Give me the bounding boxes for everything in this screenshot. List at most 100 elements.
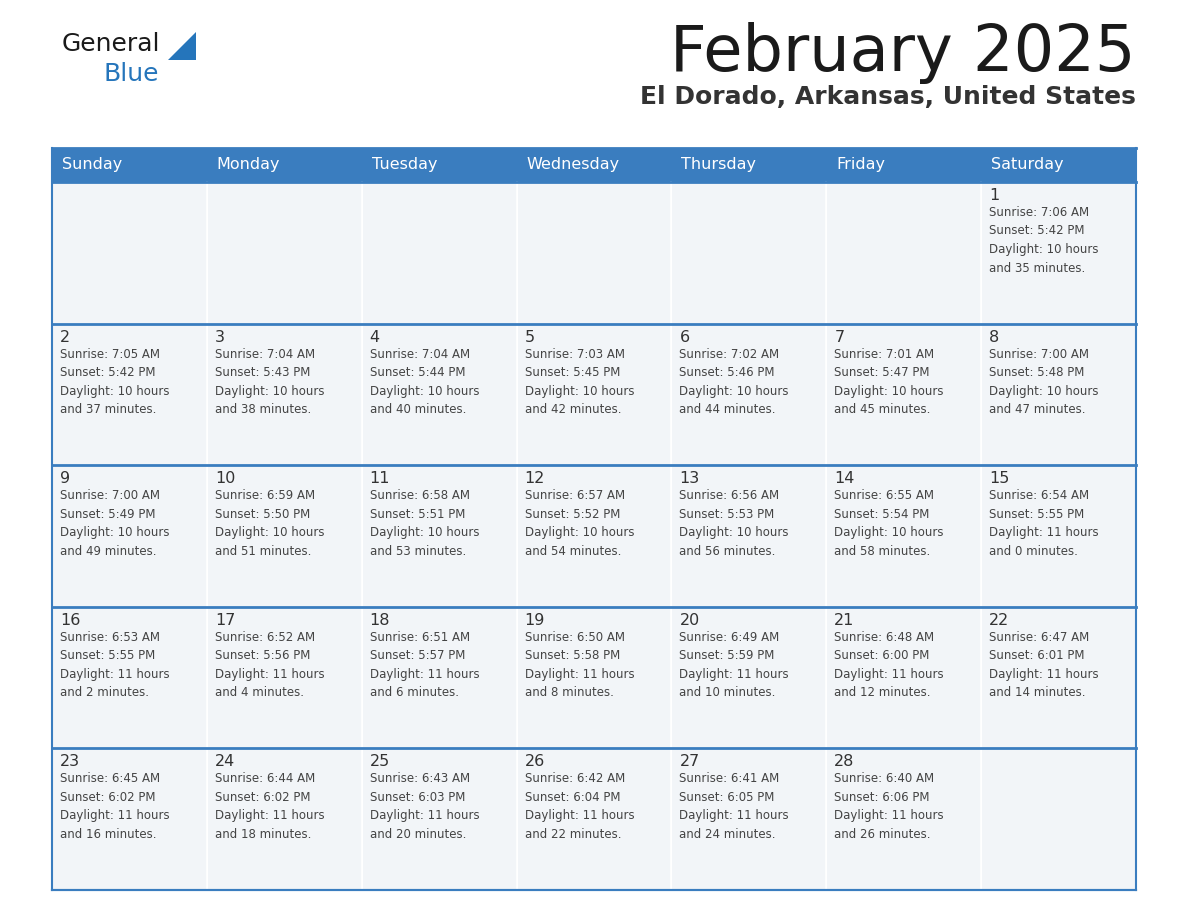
Bar: [52, 324, 207, 465]
Bar: [52, 465, 207, 607]
Text: 1: 1: [990, 188, 999, 203]
Text: Sunrise: 6:49 AM
Sunset: 5:59 PM
Daylight: 11 hours
and 10 minutes.: Sunrise: 6:49 AM Sunset: 5:59 PM Dayligh…: [680, 631, 789, 700]
Text: 4: 4: [369, 330, 380, 344]
Text: Sunrise: 6:48 AM
Sunset: 6:00 PM
Daylight: 11 hours
and 12 minutes.: Sunrise: 6:48 AM Sunset: 6:00 PM Dayligh…: [834, 631, 944, 700]
Bar: [517, 182, 671, 324]
Bar: [207, 182, 361, 324]
Text: Sunrise: 6:41 AM
Sunset: 6:05 PM
Daylight: 11 hours
and 24 minutes.: Sunrise: 6:41 AM Sunset: 6:05 PM Dayligh…: [680, 772, 789, 841]
Text: 8: 8: [990, 330, 999, 344]
Text: 10: 10: [215, 471, 235, 487]
Text: Sunrise: 6:51 AM
Sunset: 5:57 PM
Daylight: 11 hours
and 6 minutes.: Sunrise: 6:51 AM Sunset: 5:57 PM Dayligh…: [369, 631, 479, 700]
Bar: [981, 324, 1136, 465]
Text: 19: 19: [525, 613, 545, 628]
Bar: [827, 324, 981, 465]
Bar: [827, 465, 981, 607]
Bar: [827, 182, 981, 324]
Bar: [671, 748, 827, 890]
Text: 3: 3: [215, 330, 225, 344]
Bar: [671, 465, 827, 607]
Text: Sunrise: 7:01 AM
Sunset: 5:47 PM
Daylight: 10 hours
and 45 minutes.: Sunrise: 7:01 AM Sunset: 5:47 PM Dayligh…: [834, 348, 943, 416]
Bar: [361, 607, 517, 748]
Text: 14: 14: [834, 471, 854, 487]
Bar: [827, 748, 981, 890]
Text: Sunrise: 7:05 AM
Sunset: 5:42 PM
Daylight: 10 hours
and 37 minutes.: Sunrise: 7:05 AM Sunset: 5:42 PM Dayligh…: [61, 348, 170, 416]
Bar: [981, 607, 1136, 748]
Text: 25: 25: [369, 755, 390, 769]
Text: Sunrise: 6:56 AM
Sunset: 5:53 PM
Daylight: 10 hours
and 56 minutes.: Sunrise: 6:56 AM Sunset: 5:53 PM Dayligh…: [680, 489, 789, 558]
Text: Sunrise: 6:59 AM
Sunset: 5:50 PM
Daylight: 10 hours
and 51 minutes.: Sunrise: 6:59 AM Sunset: 5:50 PM Dayligh…: [215, 489, 324, 558]
Text: Saturday: Saturday: [991, 158, 1063, 173]
Text: Sunrise: 7:03 AM
Sunset: 5:45 PM
Daylight: 10 hours
and 42 minutes.: Sunrise: 7:03 AM Sunset: 5:45 PM Dayligh…: [525, 348, 634, 416]
Text: General: General: [62, 32, 160, 56]
Text: 5: 5: [525, 330, 535, 344]
Text: Sunrise: 7:04 AM
Sunset: 5:43 PM
Daylight: 10 hours
and 38 minutes.: Sunrise: 7:04 AM Sunset: 5:43 PM Dayligh…: [215, 348, 324, 416]
Text: 9: 9: [61, 471, 70, 487]
Bar: [827, 607, 981, 748]
Bar: [981, 748, 1136, 890]
Bar: [52, 148, 1136, 182]
Bar: [52, 607, 207, 748]
Text: 24: 24: [215, 755, 235, 769]
Text: 18: 18: [369, 613, 390, 628]
Bar: [517, 607, 671, 748]
Text: Sunrise: 6:58 AM
Sunset: 5:51 PM
Daylight: 10 hours
and 53 minutes.: Sunrise: 6:58 AM Sunset: 5:51 PM Dayligh…: [369, 489, 479, 558]
Text: 21: 21: [834, 613, 854, 628]
Bar: [671, 607, 827, 748]
Text: Sunrise: 6:40 AM
Sunset: 6:06 PM
Daylight: 11 hours
and 26 minutes.: Sunrise: 6:40 AM Sunset: 6:06 PM Dayligh…: [834, 772, 944, 841]
Text: Sunrise: 7:06 AM
Sunset: 5:42 PM
Daylight: 10 hours
and 35 minutes.: Sunrise: 7:06 AM Sunset: 5:42 PM Dayligh…: [990, 206, 1099, 274]
Text: Sunrise: 6:57 AM
Sunset: 5:52 PM
Daylight: 10 hours
and 54 minutes.: Sunrise: 6:57 AM Sunset: 5:52 PM Dayligh…: [525, 489, 634, 558]
Bar: [361, 324, 517, 465]
Text: Sunrise: 6:55 AM
Sunset: 5:54 PM
Daylight: 10 hours
and 58 minutes.: Sunrise: 6:55 AM Sunset: 5:54 PM Dayligh…: [834, 489, 943, 558]
Text: Sunrise: 6:53 AM
Sunset: 5:55 PM
Daylight: 11 hours
and 2 minutes.: Sunrise: 6:53 AM Sunset: 5:55 PM Dayligh…: [61, 631, 170, 700]
Text: February 2025: February 2025: [670, 22, 1136, 84]
Bar: [207, 465, 361, 607]
Bar: [517, 465, 671, 607]
Text: 26: 26: [525, 755, 545, 769]
Bar: [52, 748, 207, 890]
Text: Sunrise: 6:43 AM
Sunset: 6:03 PM
Daylight: 11 hours
and 20 minutes.: Sunrise: 6:43 AM Sunset: 6:03 PM Dayligh…: [369, 772, 479, 841]
Text: 11: 11: [369, 471, 390, 487]
Text: Sunrise: 6:52 AM
Sunset: 5:56 PM
Daylight: 11 hours
and 4 minutes.: Sunrise: 6:52 AM Sunset: 5:56 PM Dayligh…: [215, 631, 324, 700]
Text: 23: 23: [61, 755, 80, 769]
Bar: [981, 465, 1136, 607]
Text: Sunrise: 6:45 AM
Sunset: 6:02 PM
Daylight: 11 hours
and 16 minutes.: Sunrise: 6:45 AM Sunset: 6:02 PM Dayligh…: [61, 772, 170, 841]
Text: Sunrise: 7:00 AM
Sunset: 5:49 PM
Daylight: 10 hours
and 49 minutes.: Sunrise: 7:00 AM Sunset: 5:49 PM Dayligh…: [61, 489, 170, 558]
Text: Thursday: Thursday: [682, 158, 757, 173]
Text: Sunrise: 6:54 AM
Sunset: 5:55 PM
Daylight: 11 hours
and 0 minutes.: Sunrise: 6:54 AM Sunset: 5:55 PM Dayligh…: [990, 489, 1099, 558]
Bar: [207, 324, 361, 465]
Text: 22: 22: [990, 613, 1010, 628]
Bar: [52, 182, 207, 324]
Text: 6: 6: [680, 330, 689, 344]
Bar: [517, 748, 671, 890]
Text: 20: 20: [680, 613, 700, 628]
Text: Friday: Friday: [836, 158, 885, 173]
Text: Sunrise: 6:50 AM
Sunset: 5:58 PM
Daylight: 11 hours
and 8 minutes.: Sunrise: 6:50 AM Sunset: 5:58 PM Dayligh…: [525, 631, 634, 700]
Bar: [361, 182, 517, 324]
Text: Wednesday: Wednesday: [526, 158, 620, 173]
Text: 13: 13: [680, 471, 700, 487]
Text: 15: 15: [990, 471, 1010, 487]
Text: Sunrise: 6:42 AM
Sunset: 6:04 PM
Daylight: 11 hours
and 22 minutes.: Sunrise: 6:42 AM Sunset: 6:04 PM Dayligh…: [525, 772, 634, 841]
Text: 12: 12: [525, 471, 545, 487]
Text: Blue: Blue: [105, 62, 159, 86]
Text: Monday: Monday: [217, 158, 280, 173]
Text: 2: 2: [61, 330, 70, 344]
Text: Sunrise: 6:44 AM
Sunset: 6:02 PM
Daylight: 11 hours
and 18 minutes.: Sunrise: 6:44 AM Sunset: 6:02 PM Dayligh…: [215, 772, 324, 841]
Text: El Dorado, Arkansas, United States: El Dorado, Arkansas, United States: [640, 85, 1136, 109]
Text: Sunrise: 6:47 AM
Sunset: 6:01 PM
Daylight: 11 hours
and 14 minutes.: Sunrise: 6:47 AM Sunset: 6:01 PM Dayligh…: [990, 631, 1099, 700]
Bar: [671, 182, 827, 324]
Polygon shape: [168, 32, 196, 60]
Text: 16: 16: [61, 613, 81, 628]
Bar: [517, 324, 671, 465]
Text: Sunday: Sunday: [62, 158, 122, 173]
Bar: [981, 182, 1136, 324]
Bar: [361, 465, 517, 607]
Bar: [207, 748, 361, 890]
Bar: [207, 607, 361, 748]
Text: 7: 7: [834, 330, 845, 344]
Text: 28: 28: [834, 755, 854, 769]
Bar: [671, 324, 827, 465]
Text: Sunrise: 7:00 AM
Sunset: 5:48 PM
Daylight: 10 hours
and 47 minutes.: Sunrise: 7:00 AM Sunset: 5:48 PM Dayligh…: [990, 348, 1099, 416]
Bar: [361, 748, 517, 890]
Text: Sunrise: 7:02 AM
Sunset: 5:46 PM
Daylight: 10 hours
and 44 minutes.: Sunrise: 7:02 AM Sunset: 5:46 PM Dayligh…: [680, 348, 789, 416]
